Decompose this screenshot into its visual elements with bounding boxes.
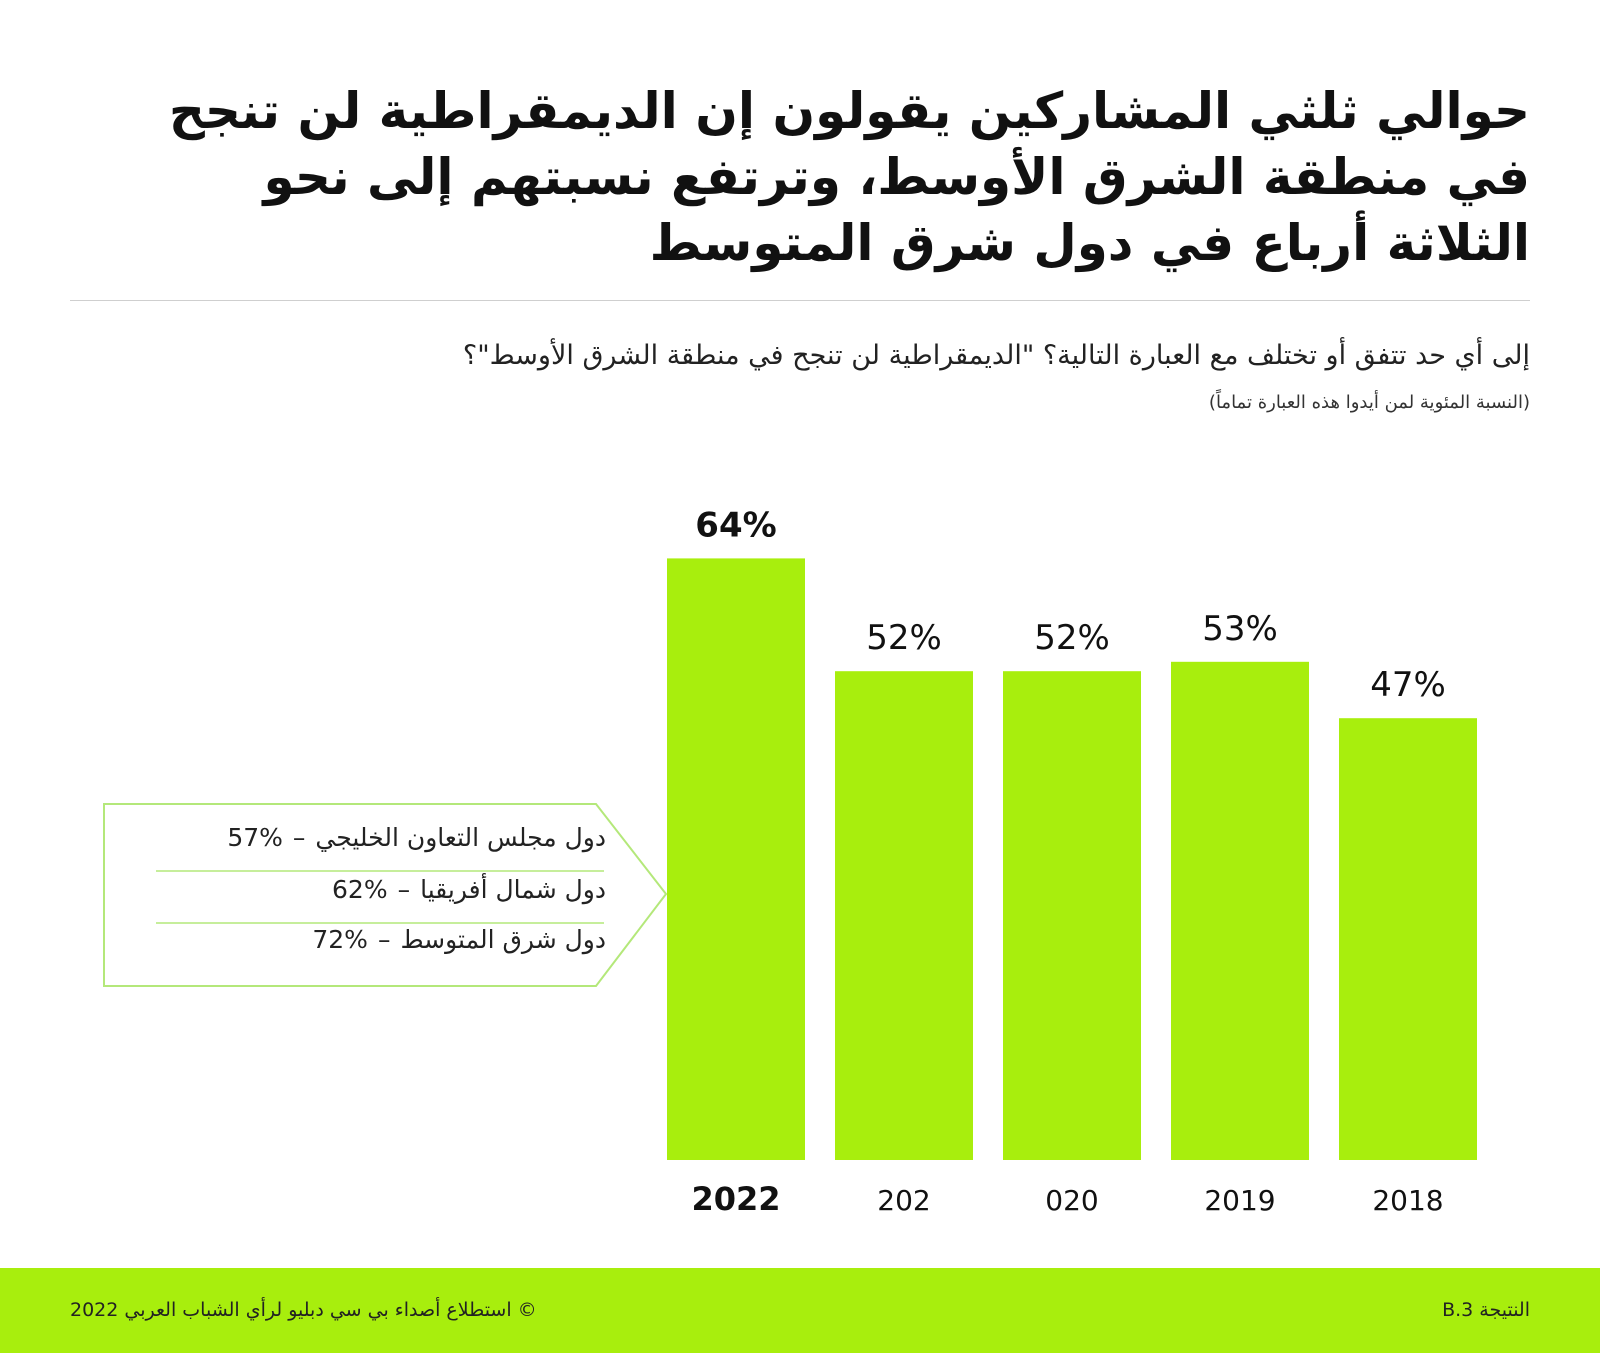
bar-2019 [1171,662,1309,1160]
bar-202 [835,671,973,1160]
callout-row-label: دول شرق المتوسط [400,925,606,954]
bar-value-label: 64% [695,505,776,545]
callout-row: دول شمال أفريقيا–62% [158,870,606,910]
callout-row-label: دول مجلس التعاون الخليجي [315,823,606,852]
footer-source: © استطلاع أصداء بي سي دبليو لرأي الشباب … [70,1268,537,1353]
bar-value-label: 47% [1370,665,1446,705]
x-tick-label: 2019 [1204,1184,1275,1217]
callout-row-value: 57% [227,818,283,858]
x-tick-label: 020 [1045,1184,1098,1217]
bar-value-label: 52% [1034,618,1110,658]
callout-row-value: 72% [312,920,368,960]
callout-row: دول شرق المتوسط–72% [158,920,606,960]
bar-value-label: 53% [1202,609,1278,649]
x-tick-label: 202 [877,1184,930,1217]
x-tick-label: 2022 [691,1180,780,1218]
bar-2018 [1339,718,1477,1160]
bar-value-label: 52% [866,618,942,658]
bar-chart: 64% 2022 52% 202 52% 020 53% 2019 47% 2018 [0,0,1600,1260]
callout-row-value: 62% [332,870,388,910]
callout-row-label: دول شمال أفريقيا [420,875,606,904]
footer-result-id: النتيجة B.3 [1442,1268,1530,1353]
footer-bar: النتيجة B.3 © استطلاع أصداء بي سي دبليو … [0,1268,1600,1353]
callout-box: دول مجلس التعاون الخليجي–57% دول شمال أف… [104,804,606,986]
bar-2022 [667,558,805,1160]
callout-row: دول مجلس التعاون الخليجي–57% [158,818,606,858]
bar-020 [1003,671,1141,1160]
x-tick-label: 2018 [1372,1184,1443,1217]
